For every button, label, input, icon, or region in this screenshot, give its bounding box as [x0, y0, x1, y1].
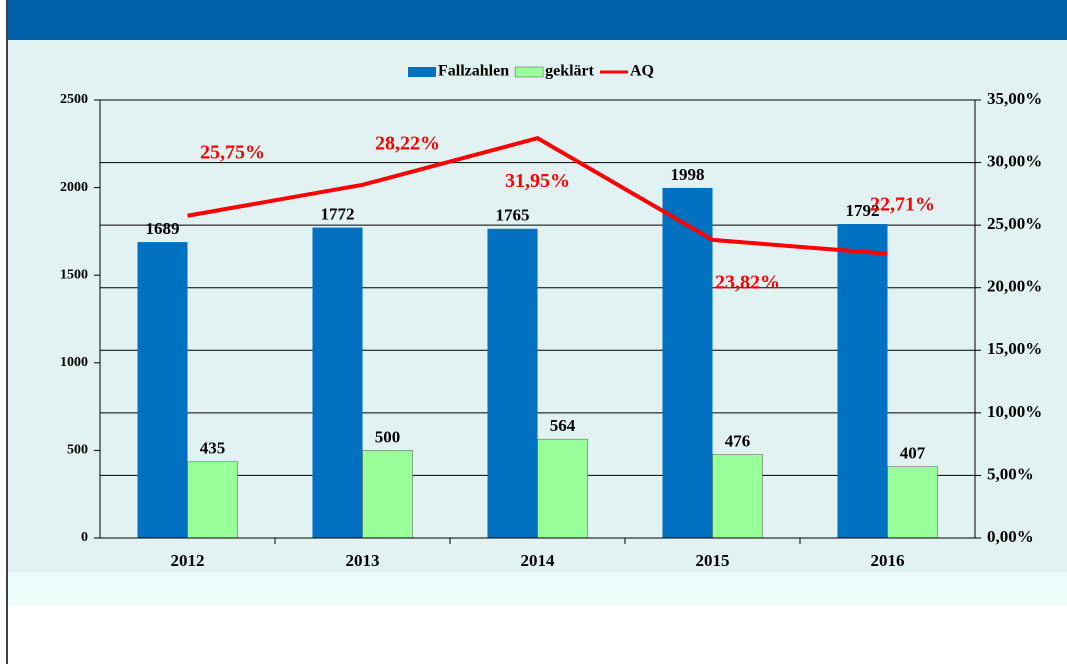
y-tick-label: 0	[81, 530, 88, 545]
bar	[187, 461, 238, 539]
bar	[312, 227, 363, 538]
line-value-label: 31,95%	[505, 170, 570, 192]
bar	[137, 242, 188, 538]
x-tick-label: 2016	[871, 551, 905, 570]
line-value-label: 28,22%	[375, 132, 440, 154]
y2-tick-label: 30,00%	[987, 151, 1042, 170]
line-value-label: 25,75%	[200, 141, 265, 163]
bar-value-label: 1772	[321, 204, 355, 223]
bar-value-label: 500	[375, 427, 401, 446]
x-tick-label: 2014	[521, 551, 556, 570]
bar-value-label: 564	[550, 416, 576, 435]
bar-value-label: 476	[725, 432, 751, 451]
header-bar	[8, 0, 1067, 40]
bar	[537, 438, 588, 539]
y-tick-label: 1500	[60, 267, 88, 282]
legend-swatch	[408, 67, 436, 77]
y2-tick-label: 10,00%	[987, 402, 1042, 421]
y-tick-label: 2500	[60, 92, 88, 107]
bar-value-label: 435	[200, 439, 226, 458]
y2-tick-label: 0,00%	[987, 527, 1034, 546]
y2-tick-label: 25,00%	[987, 214, 1042, 233]
legend-label: Fallzahlen	[438, 63, 509, 80]
y2-tick-label: 15,00%	[987, 339, 1042, 358]
line	[187, 136, 888, 256]
legend-swatch	[514, 66, 544, 78]
bar-value-label: 407	[900, 444, 926, 463]
footer-band	[8, 572, 1067, 605]
y2-tick-label: 5,00%	[987, 464, 1034, 483]
x-tick-label: 2015	[696, 551, 730, 570]
y2-tick-label: 20,00%	[987, 277, 1042, 296]
bar	[837, 224, 888, 538]
x-tick-label: 2012	[171, 551, 205, 570]
bar-value-label: 1765	[496, 206, 530, 225]
y-tick-label: 2000	[60, 180, 88, 195]
bar	[487, 228, 538, 538]
legend-label: AQ	[630, 63, 654, 80]
line-value-label: 23,82%	[715, 272, 780, 294]
bar	[362, 450, 413, 539]
bar-value-label: 1998	[671, 165, 705, 184]
legend-label: geklärt	[545, 63, 595, 80]
bar-value-label: 1792	[846, 201, 880, 220]
bar-value-label: 1689	[146, 219, 180, 238]
line-value-label: 22,71%	[870, 193, 935, 215]
y-tick-label: 1000	[60, 355, 88, 370]
bar	[887, 466, 938, 539]
x-tick-label: 2013	[346, 551, 380, 570]
bar	[712, 454, 763, 539]
y-tick-label: 500	[67, 443, 88, 458]
y2-tick-label: 35,00%	[987, 89, 1042, 108]
bar	[662, 187, 713, 539]
